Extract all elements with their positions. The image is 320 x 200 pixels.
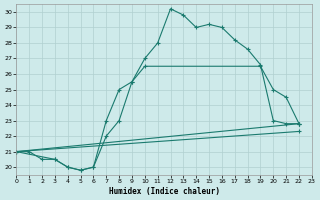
X-axis label: Humidex (Indice chaleur): Humidex (Indice chaleur) (108, 187, 220, 196)
